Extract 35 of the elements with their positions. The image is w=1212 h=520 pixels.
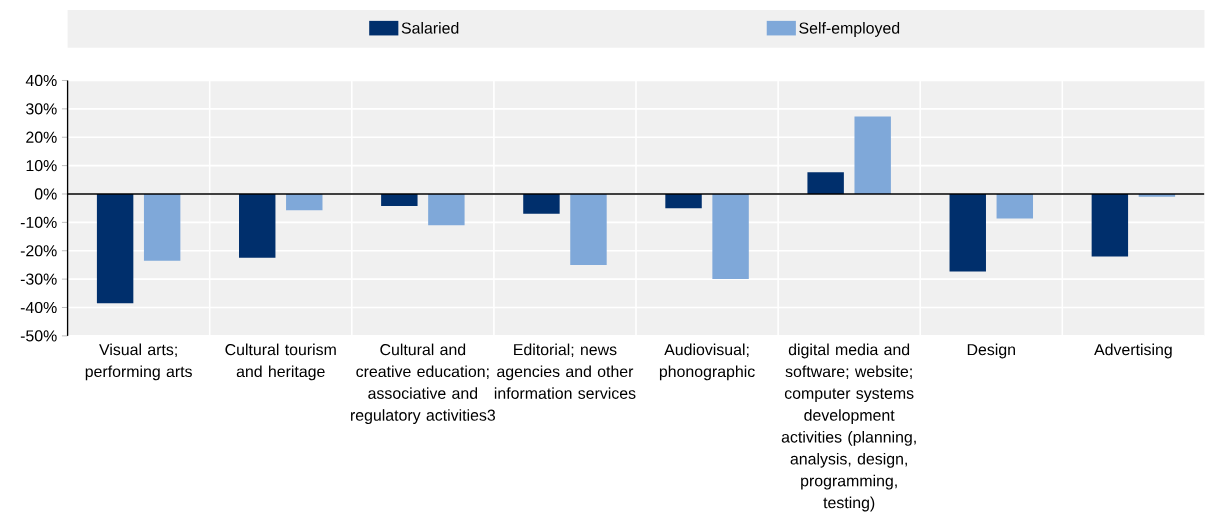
bar xyxy=(381,194,418,207)
bar xyxy=(286,194,323,211)
y-tick-label: -40% xyxy=(20,302,57,314)
y-tick-label: -20% xyxy=(20,245,57,257)
bar xyxy=(1091,194,1129,257)
x-tick-label: Editorial; news agencies and other information services xyxy=(494,343,636,400)
x-tick-label: Design xyxy=(967,343,1015,359)
bar xyxy=(428,194,465,226)
x-tick-label: Audiovisual; phonographic xyxy=(659,343,755,381)
y-tick-label: -30% xyxy=(20,273,57,285)
x-tick-label: Cultural tourism and heritage xyxy=(225,343,336,381)
y-tick-label: 30% xyxy=(26,103,57,115)
x-tick-label: Visual arts; performing arts xyxy=(85,343,192,381)
y-tick-label: -10% xyxy=(20,216,57,229)
x-tick-label: digital media and software; website; computer systems development activities (planning, analysis, design, programming, testing) xyxy=(781,343,916,512)
bar xyxy=(665,194,702,209)
y-tick-label: 0% xyxy=(34,188,57,200)
y-tick-label: 10% xyxy=(26,160,57,172)
x-tick-label: Advertising xyxy=(1094,343,1172,359)
y-tick-label: -50% xyxy=(20,330,57,342)
bar xyxy=(96,194,134,304)
bar xyxy=(523,194,560,214)
bar xyxy=(854,116,891,195)
legend-label: Salaried xyxy=(401,22,459,34)
bar xyxy=(570,194,607,266)
bar xyxy=(712,194,749,280)
bar xyxy=(996,194,1034,219)
bar xyxy=(949,194,986,272)
x-tick-label: Cultural and creative education; associative and regulatory activities3 xyxy=(351,343,496,425)
bar xyxy=(239,194,276,258)
bar xyxy=(807,172,844,195)
bar xyxy=(143,194,181,261)
legend-label: Self-employed xyxy=(799,22,900,38)
y-tick-label: 40% xyxy=(25,75,57,87)
y-tick-label: 20% xyxy=(26,131,57,144)
